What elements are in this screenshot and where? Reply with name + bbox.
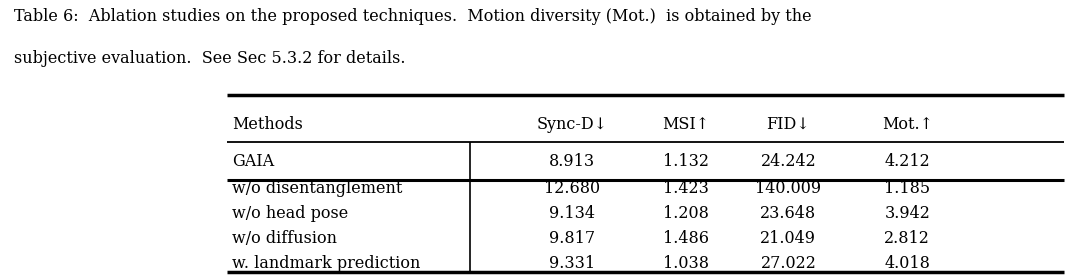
Text: GAIA: GAIA: [232, 153, 274, 170]
Text: 9.331: 9.331: [550, 255, 595, 272]
Text: 9.817: 9.817: [550, 230, 595, 247]
Text: 12.680: 12.680: [544, 180, 600, 197]
Text: MSI↑: MSI↑: [662, 116, 710, 133]
Text: 1.208: 1.208: [663, 205, 708, 222]
Text: Table 6:  Ablation studies on the proposed techniques.  Motion diversity (Mot.) : Table 6: Ablation studies on the propose…: [14, 8, 812, 25]
Text: Sync-D↓: Sync-D↓: [537, 116, 608, 133]
Text: 1.132: 1.132: [663, 153, 708, 170]
Text: 24.242: 24.242: [760, 153, 816, 170]
Text: 4.212: 4.212: [885, 153, 930, 170]
Text: Mot.↑: Mot.↑: [881, 116, 933, 133]
Text: subjective evaluation.  See Sec 5.3.2 for details.: subjective evaluation. See Sec 5.3.2 for…: [14, 50, 406, 67]
Text: w/o head pose: w/o head pose: [232, 205, 349, 222]
Text: 140.009: 140.009: [755, 180, 822, 197]
Text: 2.812: 2.812: [885, 230, 930, 247]
Text: 27.022: 27.022: [760, 255, 816, 272]
Text: w. landmark prediction: w. landmark prediction: [232, 255, 420, 272]
Text: Methods: Methods: [232, 116, 303, 133]
Text: 3.942: 3.942: [885, 205, 930, 222]
Text: 1.185: 1.185: [885, 180, 930, 197]
Text: w/o disentanglement: w/o disentanglement: [232, 180, 403, 197]
Text: 23.648: 23.648: [760, 205, 816, 222]
Text: 4.018: 4.018: [885, 255, 930, 272]
Text: 1.038: 1.038: [663, 255, 708, 272]
Text: 1.423: 1.423: [663, 180, 708, 197]
Text: w/o diffusion: w/o diffusion: [232, 230, 337, 247]
Text: FID↓: FID↓: [767, 116, 810, 133]
Text: 21.049: 21.049: [760, 230, 816, 247]
Text: 9.134: 9.134: [550, 205, 595, 222]
Text: 1.486: 1.486: [663, 230, 708, 247]
Text: 8.913: 8.913: [550, 153, 595, 170]
